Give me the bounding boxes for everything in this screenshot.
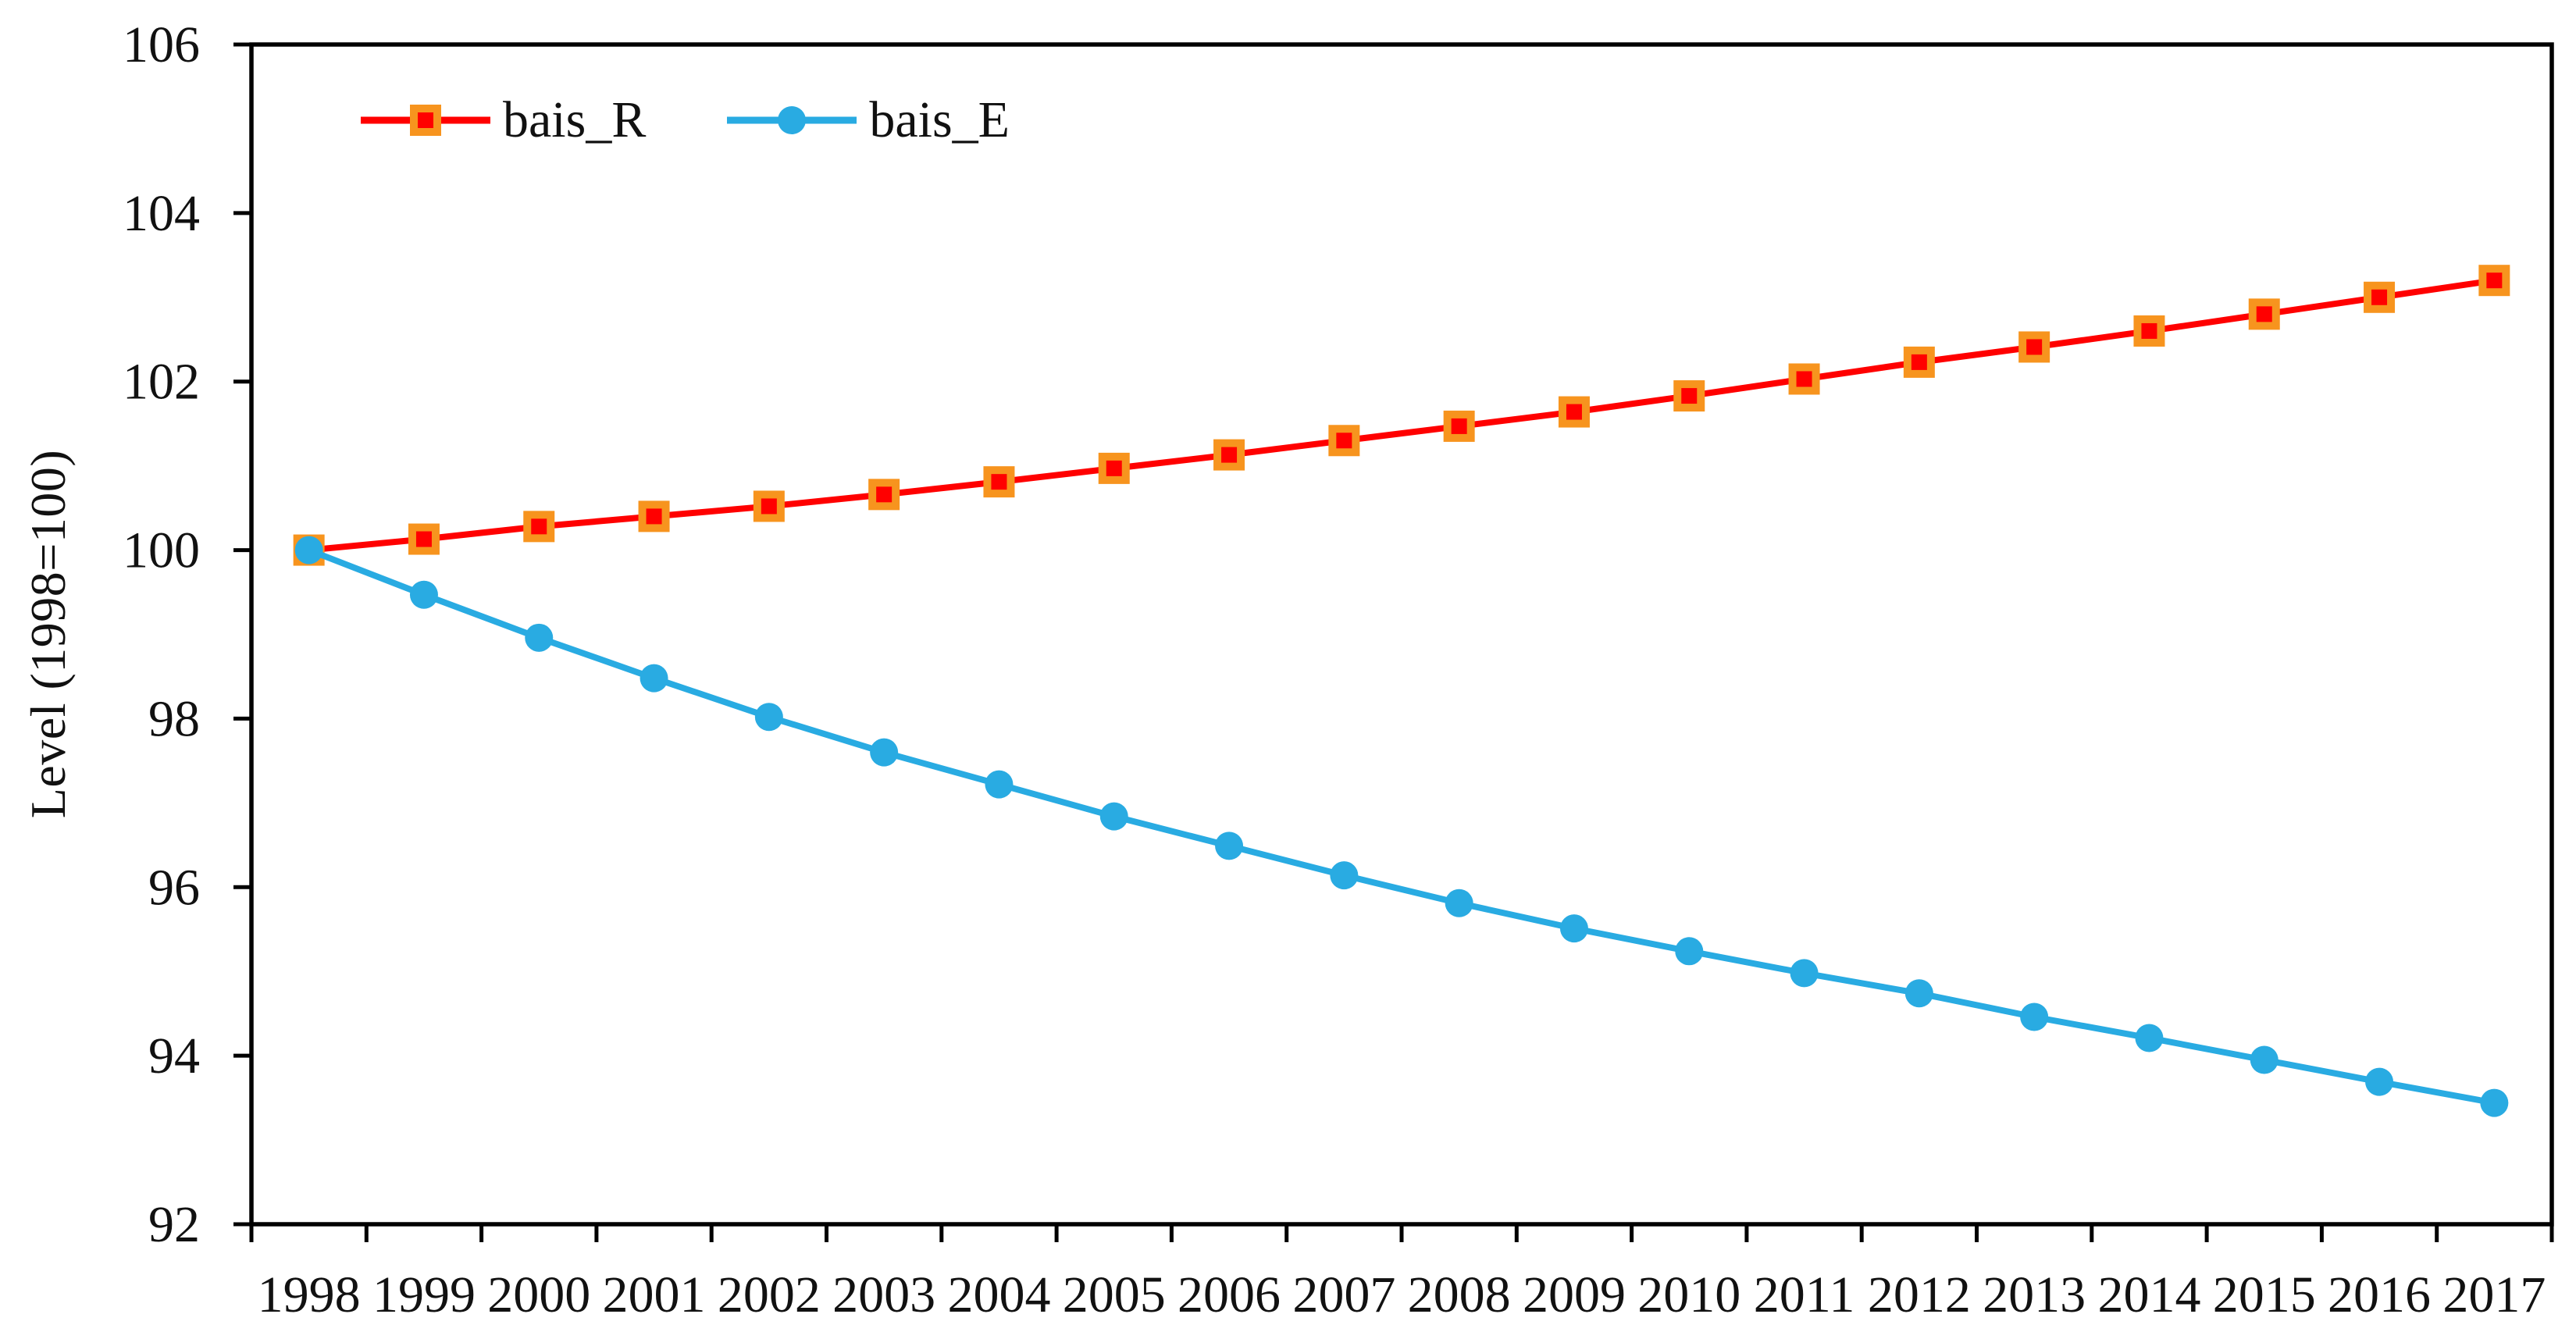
legend: bais_R bais_E: [361, 92, 1010, 148]
data-point-bais_R-2014: [2133, 315, 2165, 347]
series-line-bais_R: [308, 277, 2495, 554]
data-point-bais_E-2005: [1099, 802, 1128, 831]
data-point-bais_E-2009: [1559, 914, 1588, 943]
data-point-bais_R-2009: [1558, 396, 1590, 428]
legend-swatch-circle-marker-icon: [727, 106, 857, 134]
data-point-bais_E-2004: [985, 770, 1014, 799]
data-point-bais_R-2000: [523, 511, 555, 543]
x-tick-label: 2012: [1868, 1266, 1971, 1323]
y-tick-label: 102: [123, 354, 200, 411]
data-point-bais_R-2001: [638, 500, 670, 532]
legend-label-bais-e: bais_E: [869, 91, 1010, 148]
data-point-bais_R-2008: [1443, 410, 1475, 442]
data-point-bais_R-2010: [1673, 380, 1705, 412]
x-tick-label: 2004: [947, 1266, 1050, 1323]
legend-label-bais-r: bais_R: [503, 91, 647, 148]
data-point-bais_R-2016: [2364, 281, 2396, 313]
data-point-bais_R-2002: [753, 490, 785, 522]
y-tick-label: 92: [148, 1196, 200, 1253]
data-point-bais_E-2003: [870, 738, 899, 767]
y-axis-title: Level (1998=100): [20, 449, 76, 819]
x-tick-label: 2001: [603, 1266, 706, 1323]
data-point-bais_E-2007: [1330, 861, 1359, 890]
x-tick-label: 2003: [832, 1266, 935, 1323]
x-tick-label: 2017: [2442, 1266, 2546, 1323]
x-tick-label: 2011: [1754, 1266, 1855, 1323]
data-point-bais_E-2008: [1445, 889, 1473, 917]
data-point-bais_E-1999: [409, 580, 438, 609]
x-tick-label: 2016: [2328, 1266, 2431, 1323]
data-point-bais_R-2003: [868, 479, 900, 511]
y-tick-label: 100: [123, 522, 200, 579]
data-point-bais_R-2013: [2018, 331, 2050, 363]
y-tick-label: 94: [148, 1027, 200, 1084]
data-point-bais_E-2015: [2250, 1045, 2278, 1074]
y-tick-label: 104: [123, 185, 200, 242]
data-point-bais_R-2012: [1903, 346, 1935, 378]
data-point-bais_R-1999: [408, 523, 440, 555]
data-point-bais_E-2013: [2020, 1002, 2049, 1031]
x-tick-label: 1999: [372, 1266, 476, 1323]
x-tick-label: 2015: [2213, 1266, 2316, 1323]
x-tick-label: 2005: [1063, 1266, 1166, 1323]
data-point-bais_R-2006: [1213, 439, 1245, 471]
data-point-bais_E-2014: [2135, 1024, 2164, 1052]
legend-swatch-square-marker-icon: [361, 105, 490, 136]
data-point-bais_R-2017: [2478, 265, 2510, 297]
x-tick-label: 2010: [1637, 1266, 1740, 1323]
x-tick-label: 2006: [1178, 1266, 1281, 1323]
x-tick-label: 2007: [1292, 1266, 1395, 1323]
x-tick-label: 2014: [2097, 1266, 2200, 1323]
data-point-bais_R-2007: [1328, 425, 1360, 457]
x-tick-label: 2008: [1408, 1266, 1511, 1323]
data-point-bais_E-2017: [2480, 1088, 2509, 1117]
x-tick-label: 2013: [1983, 1266, 2086, 1323]
data-point-bais_E-2000: [525, 623, 554, 652]
data-point-bais_E-2006: [1215, 832, 1244, 860]
x-tick-label: 1998: [258, 1266, 361, 1323]
y-tick-label: 98: [148, 690, 200, 747]
y-tick-label: 106: [123, 16, 200, 73]
x-tick-label: 2002: [718, 1266, 821, 1323]
data-point-bais_E-1998: [294, 536, 323, 564]
y-tick-label: 96: [148, 859, 200, 916]
data-point-bais_R-2015: [2248, 298, 2280, 330]
data-point-bais_E-2002: [754, 703, 783, 732]
data-point-bais_E-2011: [1790, 959, 1819, 988]
data-point-bais_E-2016: [2365, 1067, 2394, 1096]
series-line-bais_E: [308, 547, 2496, 1106]
x-tick-label: 2009: [1523, 1266, 1626, 1323]
legend-item-bais-r: bais_R: [361, 92, 646, 148]
data-point-bais_R-2011: [1788, 363, 1820, 395]
x-tick-label: 2000: [487, 1266, 590, 1323]
legend-item-bais-e: bais_E: [727, 92, 1010, 148]
data-point-bais_R-2005: [1098, 452, 1130, 484]
data-point-bais_E-2010: [1675, 937, 1704, 966]
data-point-bais_E-2001: [640, 664, 668, 693]
data-point-bais_R-2004: [983, 466, 1015, 498]
data-point-bais_E-2012: [1904, 979, 1933, 1008]
